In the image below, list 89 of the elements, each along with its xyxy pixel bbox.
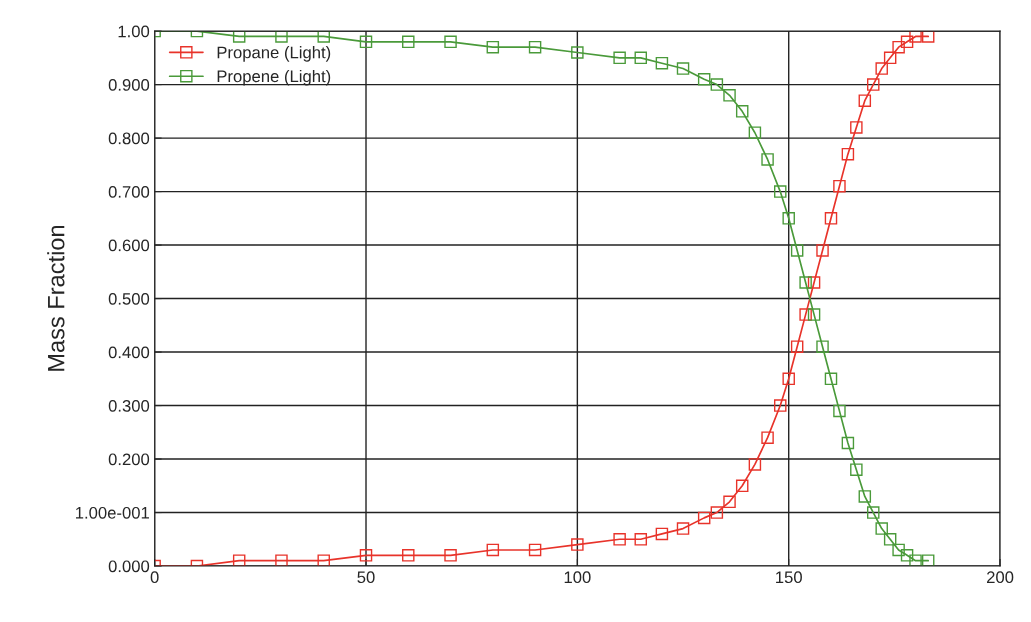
point: [761, 431, 774, 444]
point: [735, 105, 749, 118]
point: [748, 458, 762, 471]
y-axis-title: Mass Fraction: [47, 225, 65, 371]
point: [850, 463, 863, 476]
point: [774, 185, 787, 198]
point: [761, 153, 774, 166]
point: [909, 554, 922, 567]
point: [850, 121, 863, 134]
point: [275, 31, 288, 43]
point: [807, 308, 821, 321]
x-tick-label: 0: [150, 571, 159, 584]
y-tick-label: 0.000: [108, 560, 150, 573]
point: [816, 244, 829, 257]
point: [710, 78, 724, 91]
point: [892, 543, 905, 557]
point: [486, 40, 500, 54]
y-tick-label: 0.200: [108, 453, 150, 466]
point: [824, 372, 838, 386]
point: [655, 56, 669, 70]
point: [867, 506, 880, 519]
point: [528, 543, 542, 557]
x-tick-label: 50: [357, 571, 375, 584]
x-tick-label: 100: [564, 571, 591, 584]
point: [909, 31, 922, 43]
point: [900, 549, 914, 562]
point: [317, 31, 330, 43]
point: [824, 212, 838, 225]
point: [841, 147, 855, 161]
y-tick-label: 0.700: [108, 185, 150, 198]
point: [359, 549, 373, 562]
point: [816, 340, 829, 353]
point: [676, 522, 690, 535]
point: [613, 51, 626, 65]
point: [444, 35, 457, 49]
point: [833, 404, 846, 418]
point: [655, 527, 669, 541]
point: [799, 308, 812, 321]
point: [782, 372, 795, 386]
point: [359, 35, 373, 49]
y-tick-label: 0.300: [108, 399, 150, 412]
point: [883, 51, 897, 65]
point: [402, 549, 415, 562]
point: [571, 538, 584, 551]
point: [790, 244, 804, 257]
point: [774, 399, 787, 412]
point: [833, 179, 846, 193]
point: [875, 62, 888, 75]
point: [723, 89, 736, 102]
y-tick-label: 0.400: [108, 346, 150, 359]
point: [921, 31, 935, 43]
point: [613, 533, 626, 546]
point: [782, 212, 795, 225]
y-tick-label: 0.600: [108, 239, 150, 252]
point: [858, 94, 872, 107]
y-tick-label: 0.800: [108, 132, 150, 145]
x-tick-label: 200: [987, 571, 1014, 584]
point: [486, 543, 500, 557]
y-tick-label: 1.00e-001: [76, 506, 149, 519]
point: [710, 506, 724, 519]
x-tick-label: 150: [776, 571, 802, 584]
point: [841, 436, 855, 450]
legend-label: Propane (Light): [217, 46, 331, 62]
point: [858, 490, 872, 503]
point: [883, 533, 897, 546]
point: [232, 31, 246, 43]
point: [892, 40, 905, 54]
point: [799, 276, 812, 289]
point: [735, 479, 749, 493]
point: [528, 40, 542, 54]
point: [444, 549, 457, 562]
point: [723, 495, 736, 509]
point: [697, 511, 711, 525]
point: [697, 72, 711, 86]
y-tick-label: 1.00: [118, 25, 150, 38]
point: [790, 340, 804, 353]
point: [634, 51, 648, 65]
point: [275, 554, 288, 567]
point: [748, 126, 762, 139]
point: [634, 533, 648, 546]
point: [402, 35, 415, 49]
point: [900, 35, 914, 49]
y-tick-label: 0.500: [108, 292, 150, 305]
point: [875, 522, 888, 535]
point: [571, 46, 584, 59]
point: [676, 62, 690, 75]
point: [807, 276, 821, 289]
point: [867, 78, 880, 91]
y-tick-label: 0.900: [108, 78, 150, 91]
